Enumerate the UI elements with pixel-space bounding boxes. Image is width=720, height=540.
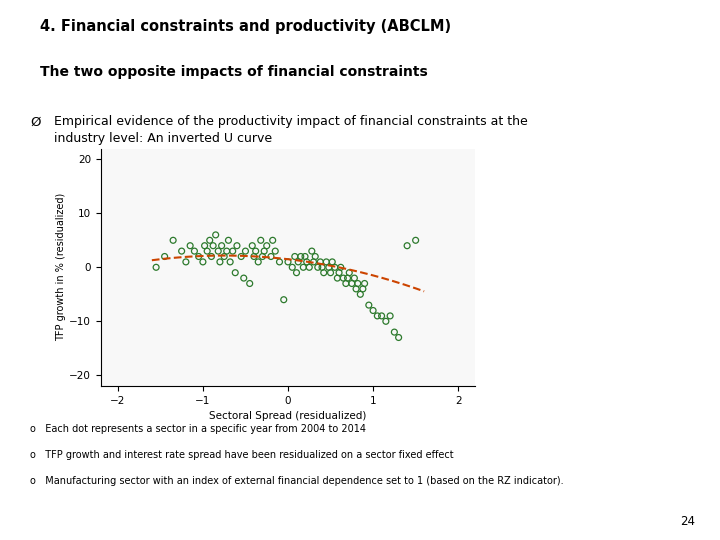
X-axis label: Sectoral Spread (residualized): Sectoral Spread (residualized) bbox=[210, 411, 366, 421]
Point bbox=[325, 268, 336, 277]
Point bbox=[257, 252, 269, 261]
Point bbox=[340, 279, 351, 288]
Point bbox=[351, 285, 362, 293]
Point bbox=[376, 312, 387, 320]
Point bbox=[176, 247, 187, 255]
Point bbox=[295, 252, 307, 261]
Point bbox=[329, 263, 341, 272]
Text: 4. Financial constraints and productivity (ABCLM): 4. Financial constraints and productivit… bbox=[40, 19, 451, 34]
Point bbox=[359, 279, 370, 288]
Point bbox=[346, 279, 358, 288]
Point bbox=[212, 247, 224, 255]
Point bbox=[267, 236, 279, 245]
Point bbox=[401, 241, 413, 250]
Point bbox=[352, 279, 364, 288]
Point bbox=[372, 312, 383, 320]
Text: Ø: Ø bbox=[30, 116, 41, 129]
Point bbox=[367, 306, 379, 315]
Point bbox=[265, 252, 276, 261]
Text: o   Manufacturing sector with an index of external financial dependence set to 1: o Manufacturing sector with an index of … bbox=[30, 476, 564, 486]
Text: o   Each dot represents a sector in a specific year from 2004 to 2014: o Each dot represents a sector in a spec… bbox=[30, 424, 366, 434]
Point bbox=[244, 279, 256, 288]
Point bbox=[393, 333, 405, 342]
Point bbox=[222, 236, 234, 245]
Point bbox=[255, 236, 266, 245]
Point bbox=[184, 241, 196, 250]
Point bbox=[333, 268, 345, 277]
Point bbox=[363, 301, 374, 309]
Point bbox=[218, 252, 230, 261]
Point bbox=[193, 252, 204, 261]
Point bbox=[253, 258, 264, 266]
Point bbox=[348, 274, 360, 282]
Text: 24: 24 bbox=[680, 515, 695, 528]
Point bbox=[216, 241, 228, 250]
Point bbox=[380, 317, 392, 326]
Point bbox=[320, 258, 332, 266]
Point bbox=[312, 263, 323, 272]
Point bbox=[197, 258, 209, 266]
Text: The two opposite impacts of financial constraints: The two opposite impacts of financial co… bbox=[40, 65, 428, 79]
Point bbox=[167, 236, 179, 245]
Point bbox=[301, 258, 312, 266]
Point bbox=[323, 263, 335, 272]
Point bbox=[332, 274, 343, 282]
Point bbox=[410, 236, 421, 245]
Point bbox=[207, 241, 219, 250]
Point bbox=[210, 231, 222, 239]
Point bbox=[180, 258, 192, 266]
Point bbox=[206, 252, 217, 261]
Point bbox=[202, 247, 213, 255]
Point bbox=[335, 263, 346, 272]
Point bbox=[291, 268, 302, 277]
Point bbox=[269, 247, 281, 255]
Point bbox=[307, 258, 319, 266]
Point bbox=[274, 258, 285, 266]
Point bbox=[227, 247, 238, 255]
Point bbox=[240, 247, 251, 255]
Point bbox=[297, 263, 309, 272]
Point bbox=[304, 263, 315, 272]
Point bbox=[318, 268, 330, 277]
Point bbox=[250, 247, 261, 255]
Point bbox=[300, 252, 311, 261]
Text: industry level: An inverted U curve: industry level: An inverted U curve bbox=[54, 132, 272, 145]
Point bbox=[289, 252, 300, 261]
Point bbox=[282, 258, 294, 266]
Point bbox=[310, 252, 321, 261]
Point bbox=[306, 247, 318, 255]
Point bbox=[225, 258, 236, 266]
Point bbox=[343, 268, 355, 277]
Point bbox=[354, 290, 366, 299]
Point bbox=[231, 241, 243, 250]
Point bbox=[248, 252, 260, 261]
Point bbox=[315, 258, 326, 266]
Point bbox=[221, 247, 233, 255]
Y-axis label: TFP growth in % (residualized): TFP growth in % (residualized) bbox=[56, 193, 66, 341]
Text: o   TFP growth and interest rate spread have been residualized on a sector fixed: o TFP growth and interest rate spread ha… bbox=[30, 450, 454, 460]
Point bbox=[230, 268, 241, 277]
Point bbox=[238, 274, 250, 282]
Point bbox=[199, 241, 210, 250]
Point bbox=[204, 236, 215, 245]
Point bbox=[316, 263, 328, 272]
Point bbox=[287, 263, 298, 272]
Point bbox=[189, 247, 200, 255]
Point bbox=[246, 241, 258, 250]
Point bbox=[258, 247, 270, 255]
Point bbox=[384, 312, 396, 320]
Point bbox=[159, 252, 171, 261]
Text: Empirical evidence of the productivity impact of financial constraints at the: Empirical evidence of the productivity i… bbox=[54, 115, 528, 128]
Point bbox=[235, 252, 247, 261]
Point bbox=[150, 263, 162, 272]
Point bbox=[292, 258, 304, 266]
Point bbox=[338, 274, 349, 282]
Point bbox=[261, 241, 272, 250]
Point bbox=[342, 274, 354, 282]
Point bbox=[214, 258, 225, 266]
Point bbox=[278, 295, 289, 304]
Point bbox=[357, 285, 369, 293]
Point bbox=[389, 328, 400, 336]
Point bbox=[326, 258, 338, 266]
